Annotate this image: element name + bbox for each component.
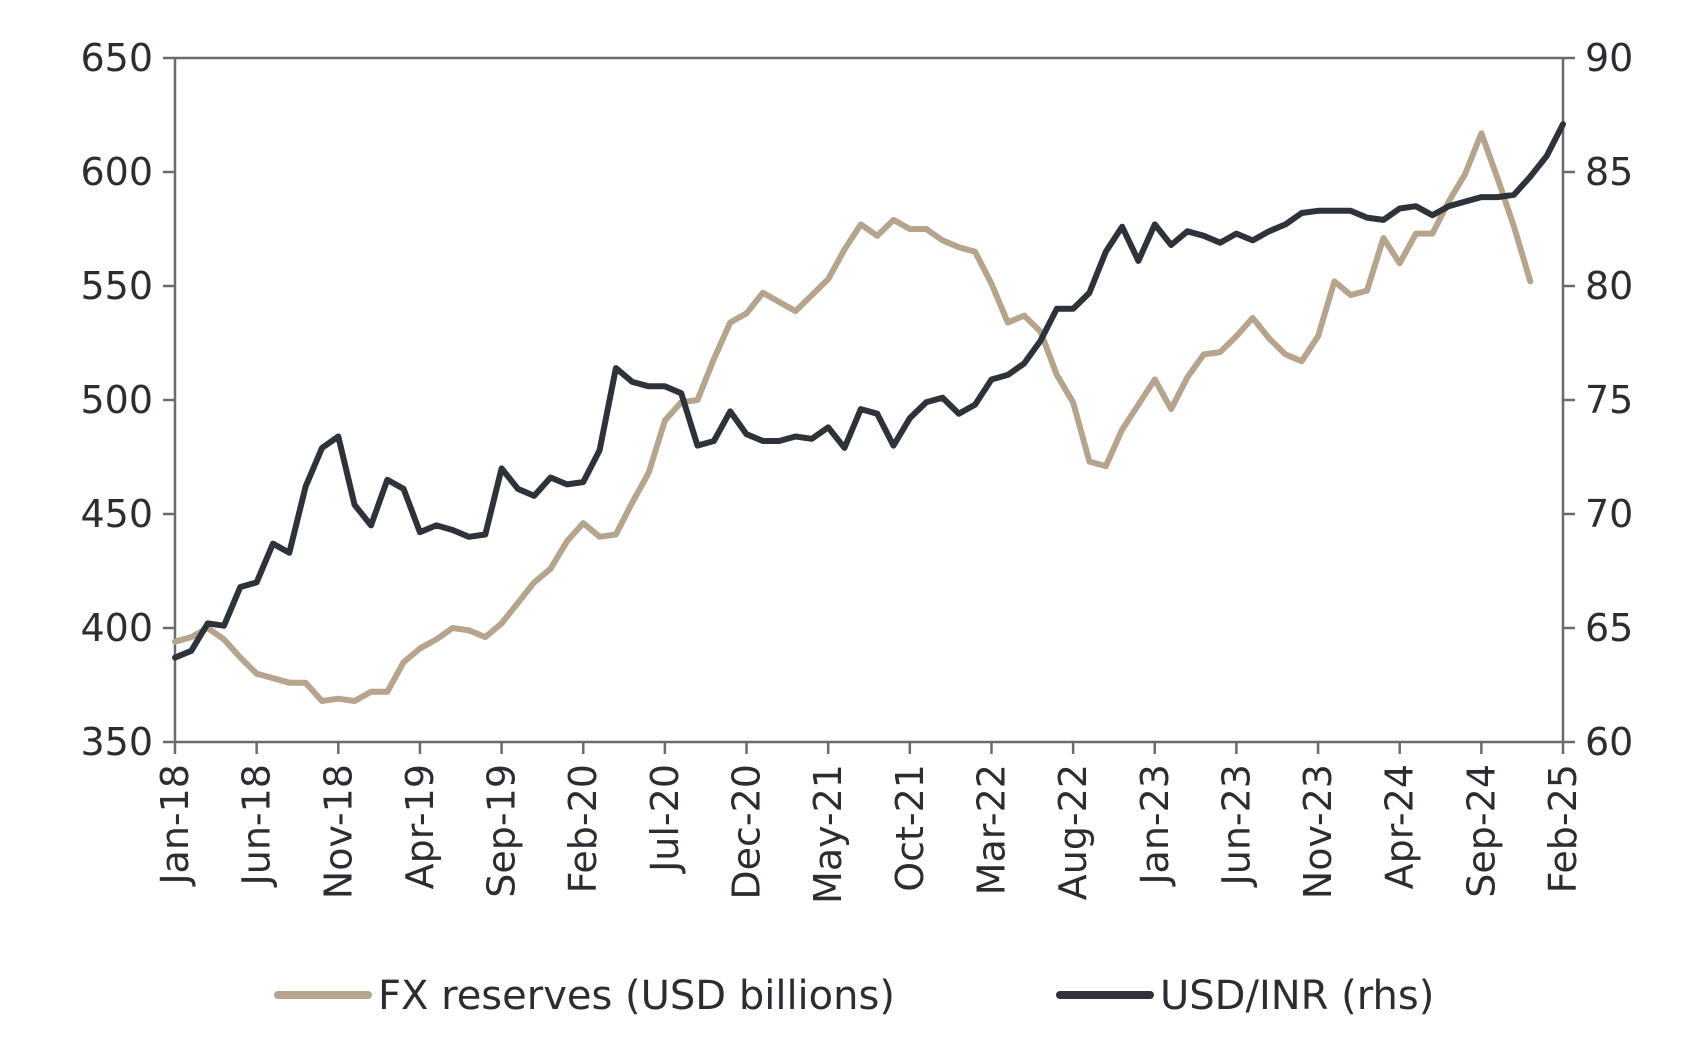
left-y-tick-label: 500 [80, 378, 153, 422]
x-tick-label: May-21 [806, 764, 850, 904]
left-y-tick-label: 350 [80, 720, 153, 764]
series-line-fx-reserves [172, 130, 1534, 704]
left-y-tick-label: 650 [80, 36, 153, 80]
x-tick-label: Jan-18 [153, 764, 197, 887]
legend-label-fx-reserves: FX reserves (USD billions) [378, 973, 895, 1019]
x-tick-label: Jun-18 [235, 764, 279, 887]
x-tick-label: Apr-24 [1378, 764, 1422, 889]
series-line-usd-inr [172, 121, 1566, 661]
x-tick-label: Dec-20 [725, 764, 769, 900]
x-tick-label: Oct-21 [888, 764, 932, 892]
legend-label-usd-inr: USD/INR (rhs) [1160, 973, 1434, 1019]
right-y-tick-label: 60 [1585, 720, 1633, 764]
x-tick-label: Mar-22 [969, 764, 1013, 895]
x-tick-label: Nov-18 [316, 764, 360, 899]
left-y-tick-label: 550 [80, 264, 153, 308]
x-tick-label: Aug-22 [1051, 764, 1095, 900]
x-tick-label: Apr-19 [398, 764, 442, 889]
left-y-tick-label: 450 [80, 492, 153, 536]
left-y-tick-label: 400 [80, 606, 153, 650]
right-y-tick-label: 85 [1585, 150, 1633, 194]
right-y-tick-label: 70 [1585, 492, 1633, 536]
right-y-tick-label: 80 [1585, 264, 1633, 308]
legend: FX reserves (USD billions) USD/INR (rhs) [274, 973, 1434, 1019]
x-tick-label: Sep-19 [480, 764, 524, 898]
x-tick-label: Feb-25 [1541, 764, 1585, 893]
right-y-tick-label: 75 [1585, 378, 1633, 422]
x-tick-label: Sep-24 [1459, 764, 1503, 898]
x-tick-label: Nov-23 [1296, 764, 1340, 899]
x-tick-label: Jul-20 [643, 764, 687, 874]
x-tick-label: Jan-23 [1133, 764, 1177, 887]
right-y-tick-label: 90 [1585, 36, 1633, 80]
right-y-tick-label: 65 [1585, 606, 1633, 650]
axes: 350 400 450 500 550 600 650 60 65 70 75 80 85 90 Jan-1… [80, 36, 1633, 904]
x-tick-label: Jun-23 [1214, 764, 1258, 887]
series-layer [172, 121, 1566, 704]
x-tick-label: Feb-20 [561, 764, 605, 893]
left-y-tick-label: 600 [80, 150, 153, 194]
